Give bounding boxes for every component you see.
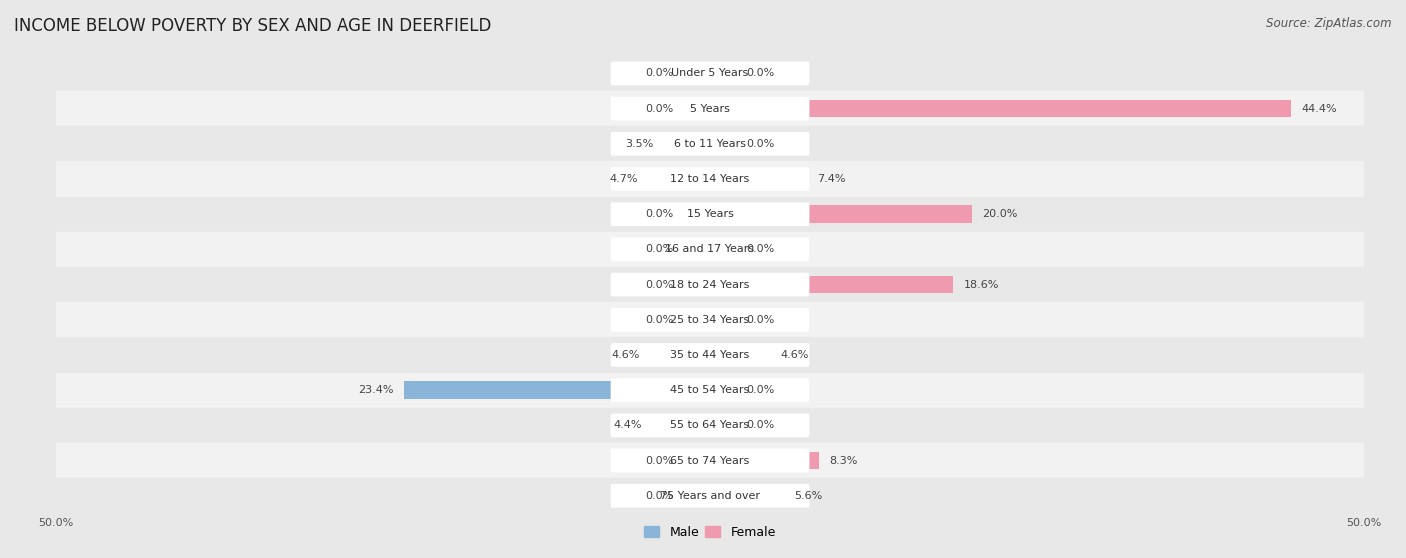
- Bar: [56, 373, 1364, 408]
- FancyBboxPatch shape: [610, 167, 810, 191]
- Bar: [710, 240, 737, 258]
- FancyBboxPatch shape: [610, 238, 810, 261]
- Text: 0.0%: 0.0%: [747, 139, 775, 149]
- Bar: [710, 65, 737, 82]
- Bar: [710, 311, 737, 329]
- Text: 75 Years and over: 75 Years and over: [659, 491, 761, 501]
- Bar: [683, 311, 710, 329]
- Text: 3.5%: 3.5%: [626, 139, 654, 149]
- FancyBboxPatch shape: [610, 203, 810, 226]
- Text: Under 5 Years: Under 5 Years: [672, 69, 748, 78]
- Bar: [710, 452, 818, 469]
- Text: 0.0%: 0.0%: [747, 244, 775, 254]
- Text: 0.0%: 0.0%: [747, 385, 775, 395]
- Bar: [683, 100, 710, 117]
- Text: 44.4%: 44.4%: [1301, 104, 1337, 114]
- Bar: [404, 381, 710, 399]
- Bar: [56, 56, 1364, 91]
- Text: 25 to 34 Years: 25 to 34 Years: [671, 315, 749, 325]
- Bar: [56, 126, 1364, 161]
- Bar: [56, 408, 1364, 443]
- Text: 15 Years: 15 Years: [686, 209, 734, 219]
- Text: 23.4%: 23.4%: [359, 385, 394, 395]
- Text: 20.0%: 20.0%: [981, 209, 1018, 219]
- Bar: [710, 276, 953, 294]
- Text: 6 to 11 Years: 6 to 11 Years: [673, 139, 747, 149]
- FancyBboxPatch shape: [610, 449, 810, 473]
- Bar: [683, 65, 710, 82]
- Bar: [683, 205, 710, 223]
- Text: 65 to 74 Years: 65 to 74 Years: [671, 455, 749, 465]
- Bar: [710, 381, 737, 399]
- Text: 0.0%: 0.0%: [645, 244, 673, 254]
- Bar: [56, 196, 1364, 232]
- Text: 0.0%: 0.0%: [645, 491, 673, 501]
- Bar: [683, 240, 710, 258]
- Text: 0.0%: 0.0%: [747, 315, 775, 325]
- Text: 4.4%: 4.4%: [613, 420, 643, 430]
- Text: 0.0%: 0.0%: [645, 209, 673, 219]
- Bar: [652, 417, 710, 434]
- Bar: [56, 478, 1364, 513]
- Bar: [710, 100, 1291, 117]
- FancyBboxPatch shape: [610, 61, 810, 85]
- FancyBboxPatch shape: [610, 378, 810, 402]
- Bar: [56, 91, 1364, 126]
- FancyBboxPatch shape: [610, 97, 810, 121]
- Text: 35 to 44 Years: 35 to 44 Years: [671, 350, 749, 360]
- Text: 0.0%: 0.0%: [645, 104, 673, 114]
- FancyBboxPatch shape: [610, 273, 810, 296]
- Bar: [56, 232, 1364, 267]
- Text: 7.4%: 7.4%: [817, 174, 846, 184]
- Text: 0.0%: 0.0%: [645, 315, 673, 325]
- Text: 4.6%: 4.6%: [780, 350, 808, 360]
- Bar: [710, 135, 737, 152]
- FancyBboxPatch shape: [610, 484, 810, 508]
- Bar: [56, 302, 1364, 338]
- Bar: [710, 170, 807, 188]
- Legend: Male, Female: Male, Female: [640, 521, 780, 543]
- Text: 5.6%: 5.6%: [794, 491, 823, 501]
- Text: 0.0%: 0.0%: [645, 455, 673, 465]
- Bar: [648, 170, 710, 188]
- Text: 0.0%: 0.0%: [747, 69, 775, 78]
- Text: Source: ZipAtlas.com: Source: ZipAtlas.com: [1267, 17, 1392, 30]
- Text: 0.0%: 0.0%: [747, 420, 775, 430]
- Bar: [710, 417, 737, 434]
- Text: 4.7%: 4.7%: [610, 174, 638, 184]
- Bar: [56, 338, 1364, 373]
- FancyBboxPatch shape: [610, 343, 810, 367]
- Bar: [683, 487, 710, 504]
- Bar: [710, 205, 972, 223]
- Text: 5 Years: 5 Years: [690, 104, 730, 114]
- Text: 0.0%: 0.0%: [645, 69, 673, 78]
- Bar: [710, 346, 770, 364]
- FancyBboxPatch shape: [610, 308, 810, 331]
- Text: 18.6%: 18.6%: [963, 280, 1000, 290]
- Text: INCOME BELOW POVERTY BY SEX AND AGE IN DEERFIELD: INCOME BELOW POVERTY BY SEX AND AGE IN D…: [14, 17, 492, 35]
- Bar: [56, 161, 1364, 196]
- Text: 55 to 64 Years: 55 to 64 Years: [671, 420, 749, 430]
- Bar: [683, 276, 710, 294]
- Bar: [56, 443, 1364, 478]
- Text: 45 to 54 Years: 45 to 54 Years: [671, 385, 749, 395]
- Text: 4.6%: 4.6%: [612, 350, 640, 360]
- Text: 8.3%: 8.3%: [830, 455, 858, 465]
- Text: 12 to 14 Years: 12 to 14 Years: [671, 174, 749, 184]
- Text: 0.0%: 0.0%: [645, 280, 673, 290]
- Text: 18 to 24 Years: 18 to 24 Years: [671, 280, 749, 290]
- Bar: [683, 452, 710, 469]
- Bar: [664, 135, 710, 152]
- FancyBboxPatch shape: [610, 413, 810, 437]
- FancyBboxPatch shape: [610, 132, 810, 156]
- Bar: [710, 487, 783, 504]
- Bar: [56, 267, 1364, 302]
- Bar: [650, 346, 710, 364]
- Text: 16 and 17 Years: 16 and 17 Years: [665, 244, 755, 254]
